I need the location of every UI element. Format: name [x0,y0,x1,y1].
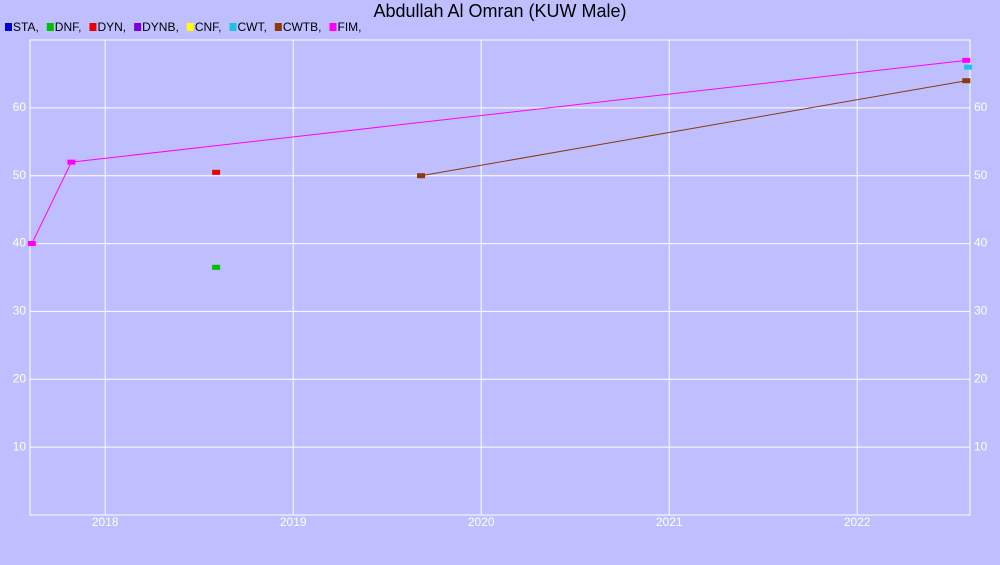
point [67,159,76,165]
legend-swatch [5,23,12,31]
legend-swatch [329,23,337,31]
y2-tick-label: 60 [974,100,988,114]
series-line [420,80,967,177]
y-tick-label: 50 [13,168,27,182]
x-tick-label: 2022 [844,515,871,529]
y-tick-label: 20 [13,371,27,385]
y-tick-label: 60 [13,100,27,114]
x-tick-label: 2021 [656,515,683,529]
plot-frame [29,39,971,516]
legend-swatch [229,23,237,31]
legend-label: CNF, [195,20,222,34]
legend-swatch [186,23,194,31]
legend-swatch [89,23,97,31]
point [962,57,971,63]
legend-label: DYN, [97,20,126,34]
legend-label: STA, [13,20,39,34]
legend-swatch [274,23,282,31]
y-tick-label: 10 [13,439,27,453]
y2-tick-label: 50 [974,168,988,182]
y2-tick-label: 30 [974,304,988,318]
point [417,173,426,179]
y2-tick-label: 10 [974,439,988,453]
y2-tick-label: 40 [974,236,988,250]
point [27,241,36,247]
y-tick-label: 30 [13,304,27,318]
legend-swatch [134,23,142,31]
point [962,78,971,84]
series-line [31,59,967,244]
point [212,264,221,270]
point [212,169,221,175]
legend-label: FIM, [337,20,361,34]
legend-label: CWT, [237,20,266,34]
legend-swatch [46,23,54,31]
legend-label: DNF, [55,20,82,34]
y2-tick-label: 20 [974,371,988,385]
y-tick-label: 40 [13,236,27,250]
chart-title: Abdullah Al Omran (KUW Male) [373,1,626,21]
point [964,64,973,70]
legend-label: CWTB, [283,20,322,34]
x-tick-label: 2018 [92,515,119,529]
x-tick-label: 2020 [468,515,495,529]
x-tick-label: 2019 [280,515,307,529]
legend-label: DYNB, [142,20,179,34]
